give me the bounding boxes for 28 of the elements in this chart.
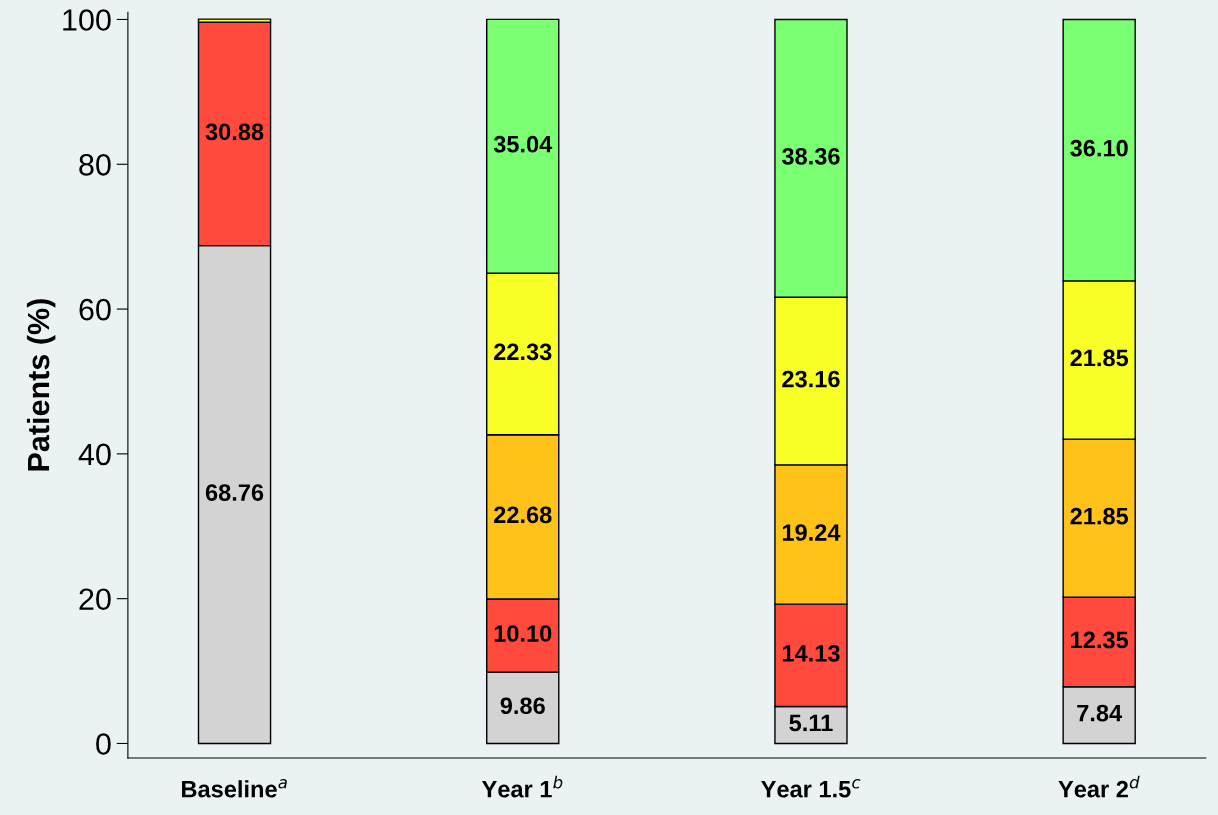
data-label: 68.76 [205,484,264,501]
data-label: 9.86 [500,697,545,715]
y-tick-label: 80 [79,154,111,176]
data-label: 35.04 [493,135,553,153]
y-tick-label: 20 [79,588,111,611]
data-label: 22.68 [494,506,552,524]
x-tick-label: Year 1.5$^{c}$ [761,779,861,798]
data-label: 19.24 [782,524,841,541]
data-label: 21.85 [1070,349,1129,367]
y-tick-label: 100 [63,9,111,31]
y-tick-label: 40 [78,443,111,466]
data-label: 10.10 [494,625,552,642]
data-label: 5.11 [789,714,833,732]
data-label: 21.85 [1070,507,1129,525]
data-label: 30.88 [205,123,264,141]
data-label: 38.36 [781,147,840,165]
x-tick-label: Year 2$^{d}$ [1058,775,1140,798]
data-label: 12.35 [1071,631,1129,649]
y-tick-label: 60 [79,298,111,321]
y-axis-title: Patients (%) [26,299,56,471]
data-label: 14.13 [782,644,840,662]
data-label: 23.16 [782,370,840,388]
x-tick-label: Year 1$^{b}$ [481,775,563,798]
y-tick-label: 0 [96,733,111,755]
data-label: 7.84 [1077,704,1123,722]
x-tick-label: Baseline$^{a}$ [182,779,287,798]
data-label: 22.33 [494,343,552,361]
data-label: 36.10 [1070,139,1128,157]
